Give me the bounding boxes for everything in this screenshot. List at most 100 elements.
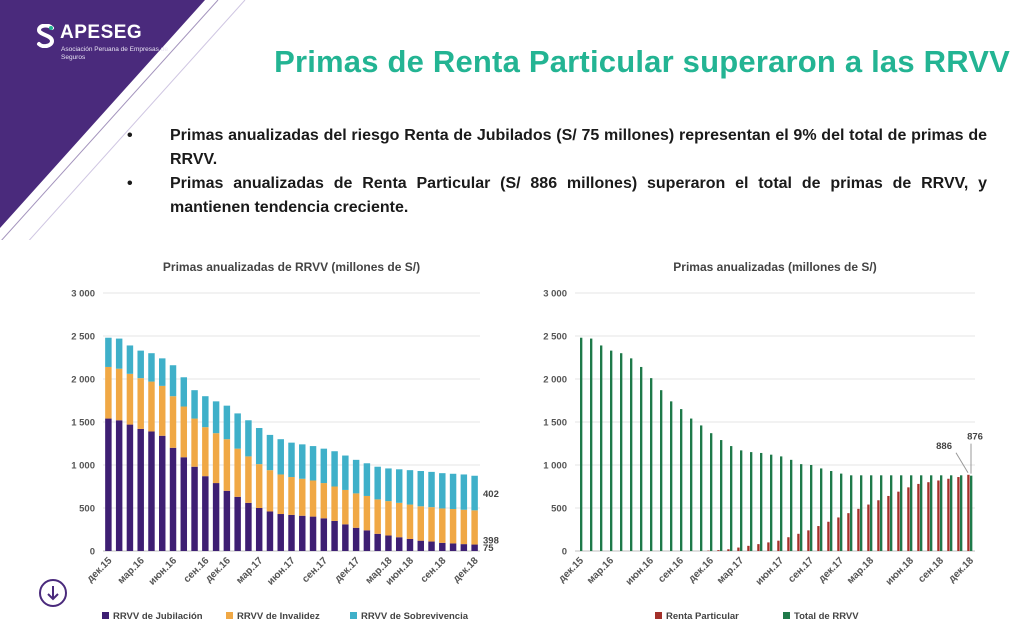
bar-1 [970,475,973,551]
bar-2 [255,428,263,465]
bar-0 [331,520,338,551]
x-tick-label: дек.16 [687,555,717,585]
scroll-down-icon[interactable] [38,578,68,608]
bar-1 [255,464,263,508]
bar-2 [212,401,220,434]
bar-2 [169,365,177,397]
bar-0 [460,544,468,551]
x-tick-label: сен.18 [419,555,449,585]
x-tick-label: дек.18 [947,555,977,585]
bar-1 [385,501,392,536]
bar-1 [960,475,963,551]
bar-1 [428,507,435,542]
bar-1 [920,475,923,551]
bar-1 [670,401,673,551]
bar-1 [363,495,371,531]
x-tick-label: мар.16 [585,555,616,586]
bar-1 [374,499,381,534]
x-tick-label: мар.17 [234,555,265,586]
bar-0 [363,530,371,551]
bar-1 [730,446,733,551]
bar-1 [169,396,177,448]
bar-1 [245,456,252,503]
x-tick-label: дек.16 [203,555,233,585]
bar-0 [439,542,446,551]
bar-0 [266,511,274,551]
bar-1 [580,337,583,551]
bar-1 [650,378,653,551]
bar-2 [115,338,123,369]
bar-0 [927,482,930,551]
x-tick-label: июн.16 [624,555,657,588]
y-tick-label: 500 [79,504,95,515]
bar-1 [800,464,803,551]
bar-2 [352,459,360,494]
chart-primas-svg: Primas anualizadas (millones de S/) 0 500 1… [543,260,983,622]
bar-2 [385,468,392,502]
chart-primas: Primas anualizadas (millones de S/) 0 500 1… [515,250,995,635]
bar-2 [105,337,112,367]
bar-1 [660,390,663,551]
bar-1 [900,475,903,551]
bar-0 [817,526,820,551]
bar-0 [428,541,435,551]
bar-2 [320,448,328,484]
bar-1 [700,425,703,551]
bar-0 [288,514,295,551]
bar-0 [957,477,960,551]
bar-1 [600,345,603,551]
bar-2 [148,353,155,382]
bar-0 [857,508,860,551]
page-title: Primas de Renta Particular superaron a l… [274,44,1010,79]
bar-1 [620,353,623,551]
bar-0 [299,515,306,551]
bar-1 [810,465,813,551]
bar-0 [727,549,730,551]
bar-2 [277,439,284,475]
x-tick-label: июн.16 [147,555,180,588]
bar-0 [245,502,252,551]
bar-2 [234,413,241,449]
bar-1 [115,368,123,421]
bullet-symbol: • [127,175,133,192]
bar-0 [967,474,970,551]
bar-0 [887,495,890,551]
bar-1 [342,489,349,525]
bar-2 [180,377,188,407]
label-leader [955,452,969,474]
bar-0 [137,428,144,551]
bar-0 [449,543,457,551]
x-tick-label: сен.17 [300,555,330,585]
bar-2 [159,358,166,386]
bar-1 [191,418,198,467]
bar-1 [740,450,743,551]
apeseg-logo-icon [36,24,55,48]
bar-0 [191,466,198,551]
legend-swatch [102,612,109,619]
logo-subtitle: Asociación Peruana de Empresas de Seguro… [61,46,168,61]
bar-1 [320,483,328,519]
bar-1 [299,478,306,516]
bar-0 [395,537,403,551]
bar-1 [352,493,360,528]
x-tick-label: мар.17 [715,555,746,586]
data-label: 876 [967,432,983,443]
bar-1 [710,433,713,551]
chart-title: Primas anualizadas (millones de S/) [673,260,876,274]
bar-2 [309,446,317,481]
bar-0 [837,517,840,551]
bar-0 [777,540,780,551]
bar-0 [309,516,317,551]
bar-2 [395,469,403,503]
legend-label: RRVV de Jubilación [113,611,203,622]
y-tick-label: 2 000 [71,375,95,386]
bar-2 [471,475,478,511]
bar-1 [680,409,683,551]
data-label: 402 [483,489,499,500]
bar-0 [737,547,740,551]
bar-1 [159,385,166,436]
legend-swatch [350,612,357,619]
bar-2 [363,463,371,496]
y-tick-label: 1 500 [71,418,95,429]
bullet-symbol: • [127,127,133,144]
